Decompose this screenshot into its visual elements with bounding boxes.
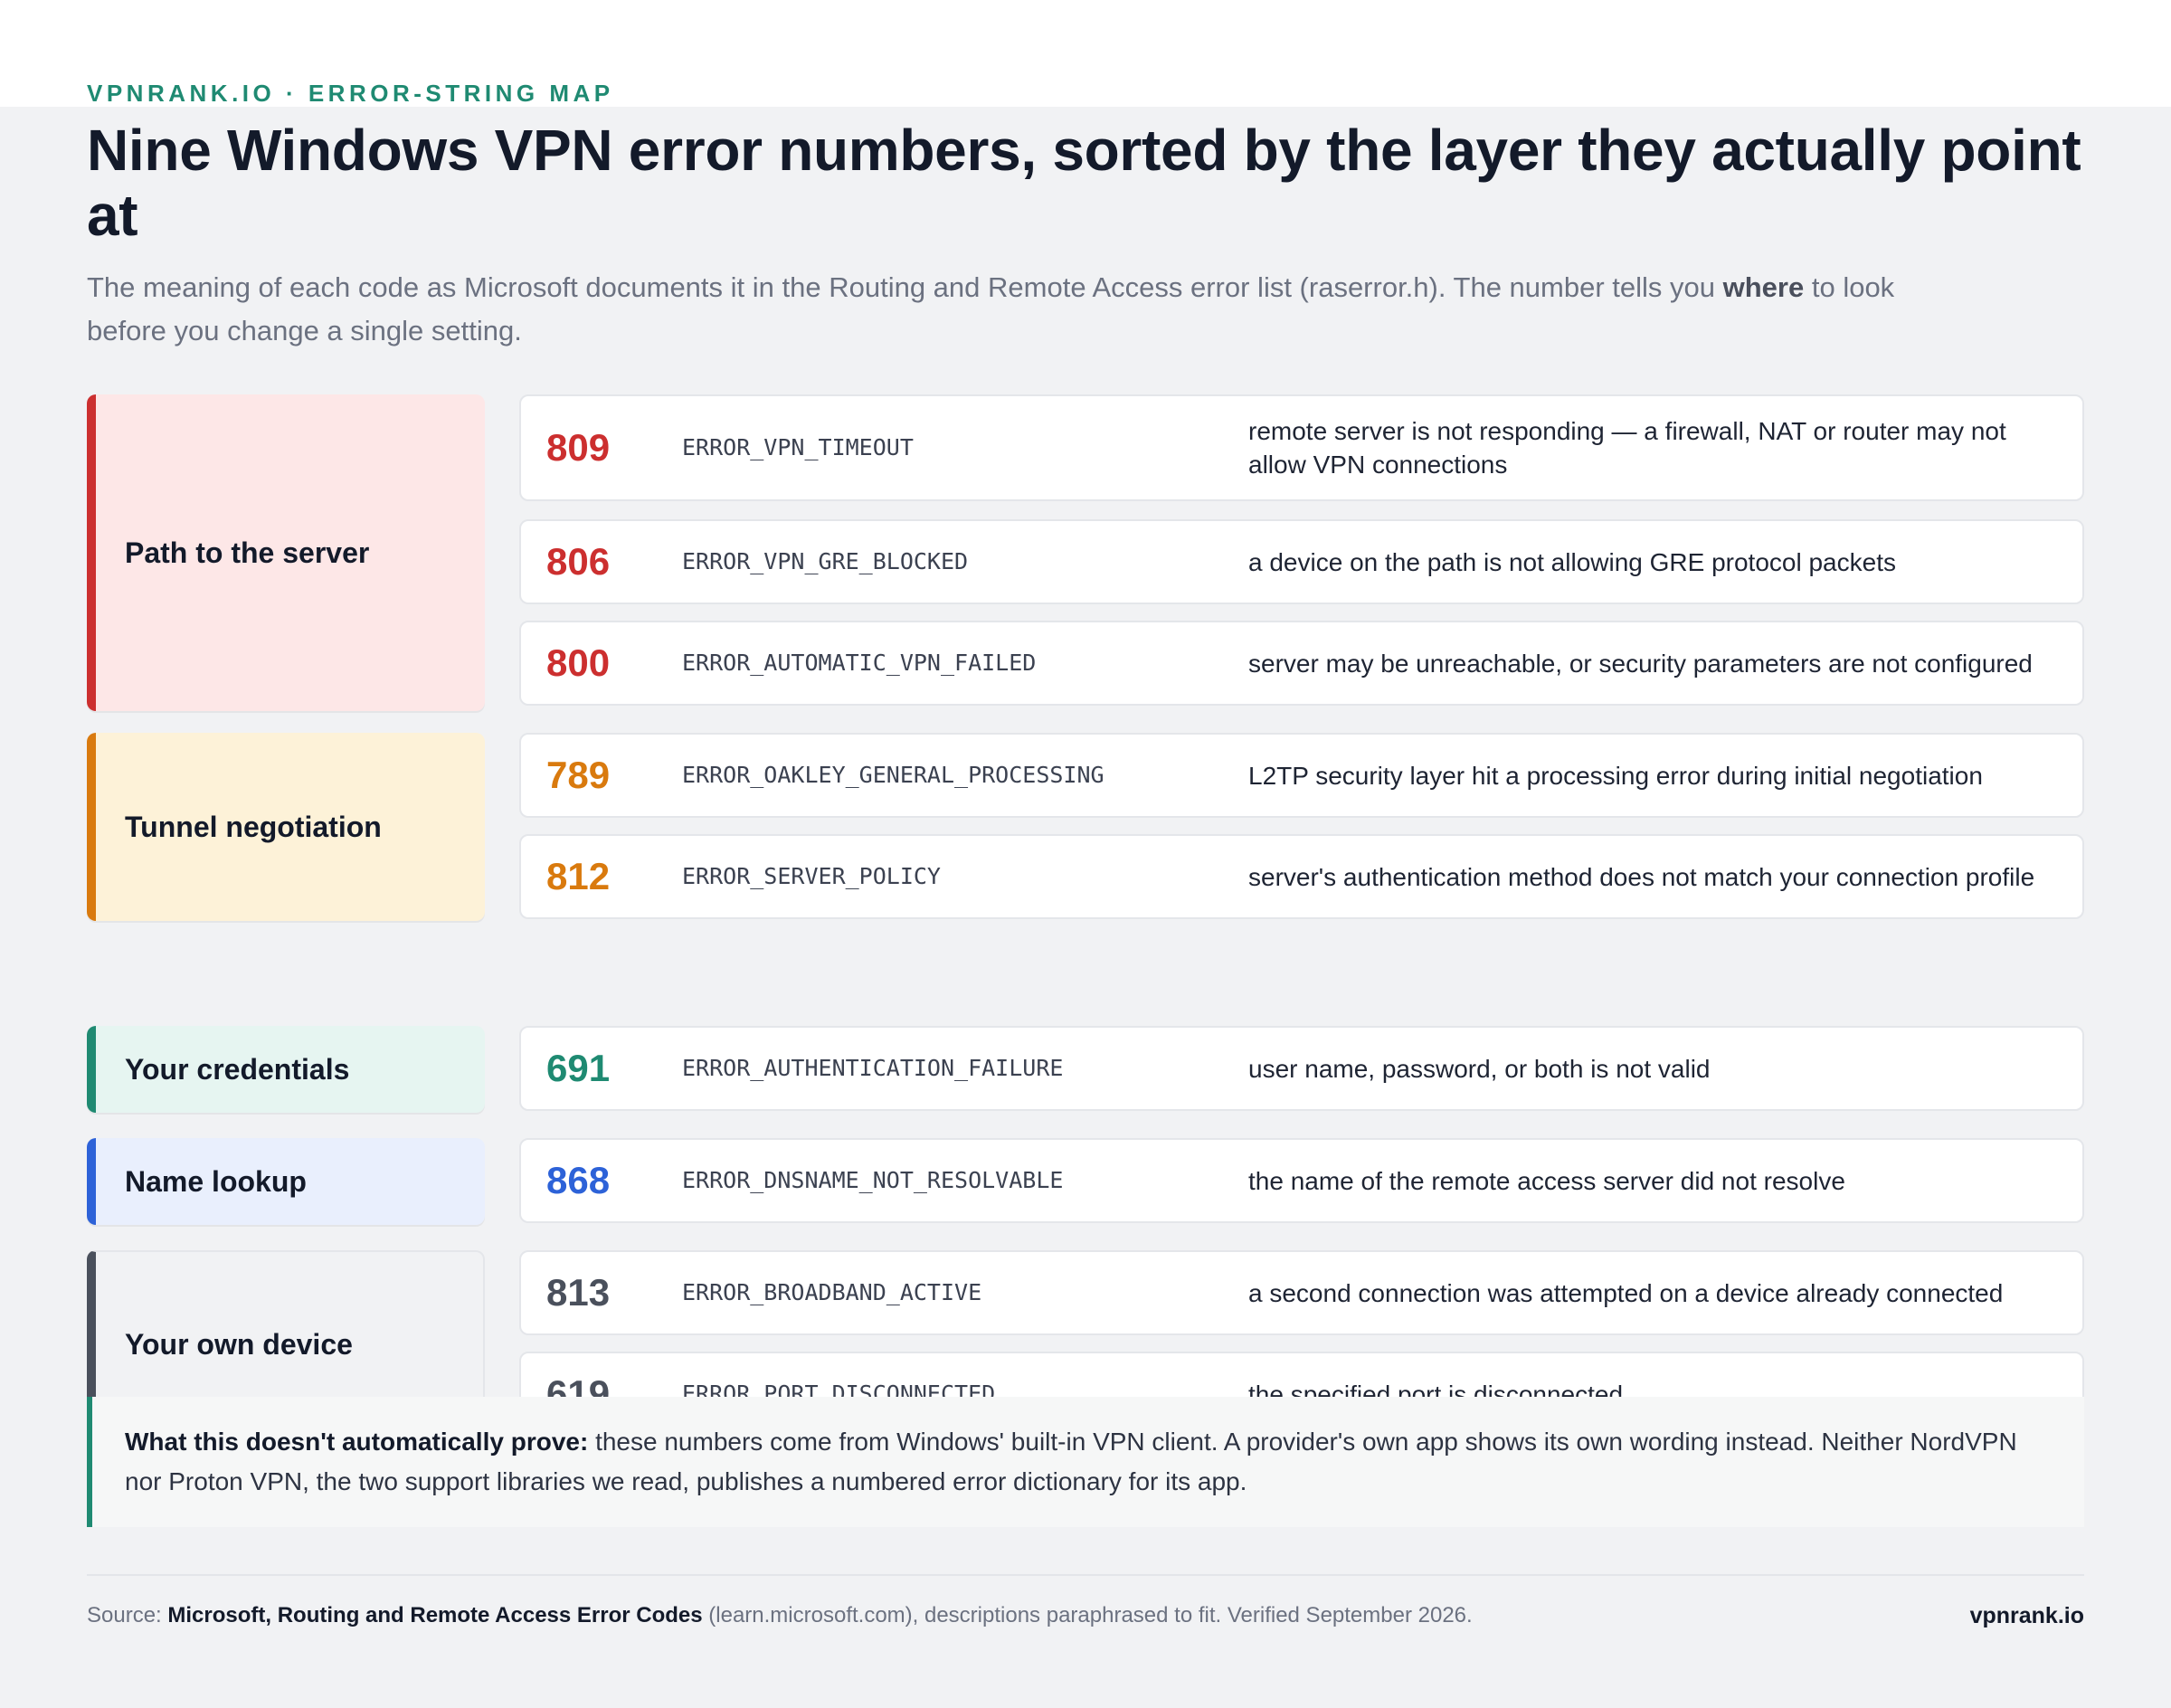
- group-label: Your credentials: [87, 1026, 485, 1113]
- footer: Source: Microsoft, Routing and Remote Ac…: [87, 1599, 2084, 1632]
- error-constant: ERROR_VPN_GRE_BLOCKED: [682, 548, 969, 574]
- error-constant: ERROR_VPN_TIMEOUT: [682, 434, 914, 460]
- error-row: 691 ERROR_AUTHENTICATION_FAILURE user na…: [519, 1026, 2084, 1111]
- group-path-to-server: Path to the server 809 ERROR_VPN_TIMEOUT…: [87, 394, 2084, 711]
- error-row: 813 ERROR_BROADBAND_ACTIVE a second conn…: [519, 1250, 2084, 1335]
- error-row: 800 ERROR_AUTOMATIC_VPN_FAILED server ma…: [519, 621, 2084, 706]
- error-row: 806 ERROR_VPN_GRE_BLOCKED a device on th…: [519, 519, 2084, 604]
- footer-divider: [87, 1574, 2084, 1576]
- error-code: 809: [546, 426, 611, 469]
- error-constant: ERROR_SERVER_POLICY: [682, 863, 941, 889]
- group-label: Path to the server: [87, 394, 485, 711]
- error-description: server may be unreachable, or security p…: [1248, 649, 2033, 678]
- caveat-note-text: these numbers come from Windows' built-i…: [125, 1428, 2017, 1495]
- error-code: 813: [546, 1271, 611, 1314]
- error-description: L2TP security layer hit a processing err…: [1248, 761, 1983, 790]
- error-code: 691: [546, 1047, 611, 1089]
- error-description: the name of the remote access server did…: [1248, 1166, 1845, 1195]
- error-row: 812 ERROR_SERVER_POLICY server's authent…: [519, 834, 2084, 919]
- error-description: server's authentication method does not …: [1248, 862, 2035, 891]
- error-code: 812: [546, 855, 611, 897]
- caveat-note-lead: What this doesn't automatically prove:: [125, 1428, 589, 1456]
- error-row: 809 ERROR_VPN_TIMEOUT remote server is n…: [519, 394, 2084, 501]
- error-constant: ERROR_AUTOMATIC_VPN_FAILED: [682, 650, 1037, 676]
- error-description: user name, password, or both is not vali…: [1248, 1054, 1711, 1083]
- group-tunnel-negotiation: Tunnel negotiation 789 ERROR_OAKLEY_GENE…: [87, 733, 2084, 921]
- subtitle-after: to look before you change a single setti…: [87, 271, 1895, 346]
- subtitle-emphasis: where: [1722, 271, 1805, 303]
- error-code: 806: [546, 540, 611, 583]
- error-constant: ERROR_BROADBAND_ACTIVE: [682, 1279, 982, 1305]
- error-constant: ERROR_OAKLEY_GENERAL_PROCESSING: [682, 762, 1104, 788]
- source-prefix: Source:: [87, 1603, 168, 1627]
- brand-name: vpnrank.io: [1969, 1603, 2084, 1628]
- group-name-lookup: Name lookup 868 ERROR_DNSNAME_NOT_RESOLV…: [87, 1138, 2084, 1225]
- error-code: 868: [546, 1159, 611, 1201]
- page-title: Nine Windows VPN error numbers, sorted b…: [87, 118, 2081, 248]
- eyebrow-label: VPNRANK.IO · ERROR-STRING MAP: [87, 80, 614, 107]
- error-description: a second connection was attempted on a d…: [1248, 1278, 2004, 1307]
- error-description: remote server is not responding — a fire…: [1248, 417, 2006, 479]
- caveat-note: What this doesn't automatically prove: t…: [87, 1397, 2084, 1527]
- error-constant: ERROR_DNSNAME_NOT_RESOLVABLE: [682, 1167, 1064, 1193]
- error-constant: ERROR_AUTHENTICATION_FAILURE: [682, 1055, 1064, 1081]
- top-band: [0, 0, 2171, 107]
- error-code: 800: [546, 641, 611, 684]
- page: VPNRANK.IO · ERROR-STRING MAP Nine Windo…: [87, 78, 2084, 1628]
- group-label: Name lookup: [87, 1138, 485, 1225]
- source-details: (learn.microsoft.com), descriptions para…: [702, 1603, 1473, 1627]
- source-title: Microsoft, Routing and Remote Access Err…: [167, 1603, 703, 1627]
- page-subtitle: The meaning of each code as Microsoft do…: [87, 266, 1950, 353]
- group-credentials: Your credentials 691 ERROR_AUTHENTICATIO…: [87, 1026, 2084, 1113]
- error-description: a device on the path is not allowing GRE…: [1248, 547, 1896, 576]
- group-label: Tunnel negotiation: [87, 733, 485, 921]
- error-row: 789 ERROR_OAKLEY_GENERAL_PROCESSING L2TP…: [519, 733, 2084, 818]
- error-code: 789: [546, 754, 611, 796]
- error-row: 868 ERROR_DNSNAME_NOT_RESOLVABLE the nam…: [519, 1138, 2084, 1223]
- subtitle-before: The meaning of each code as Microsoft do…: [87, 271, 1723, 303]
